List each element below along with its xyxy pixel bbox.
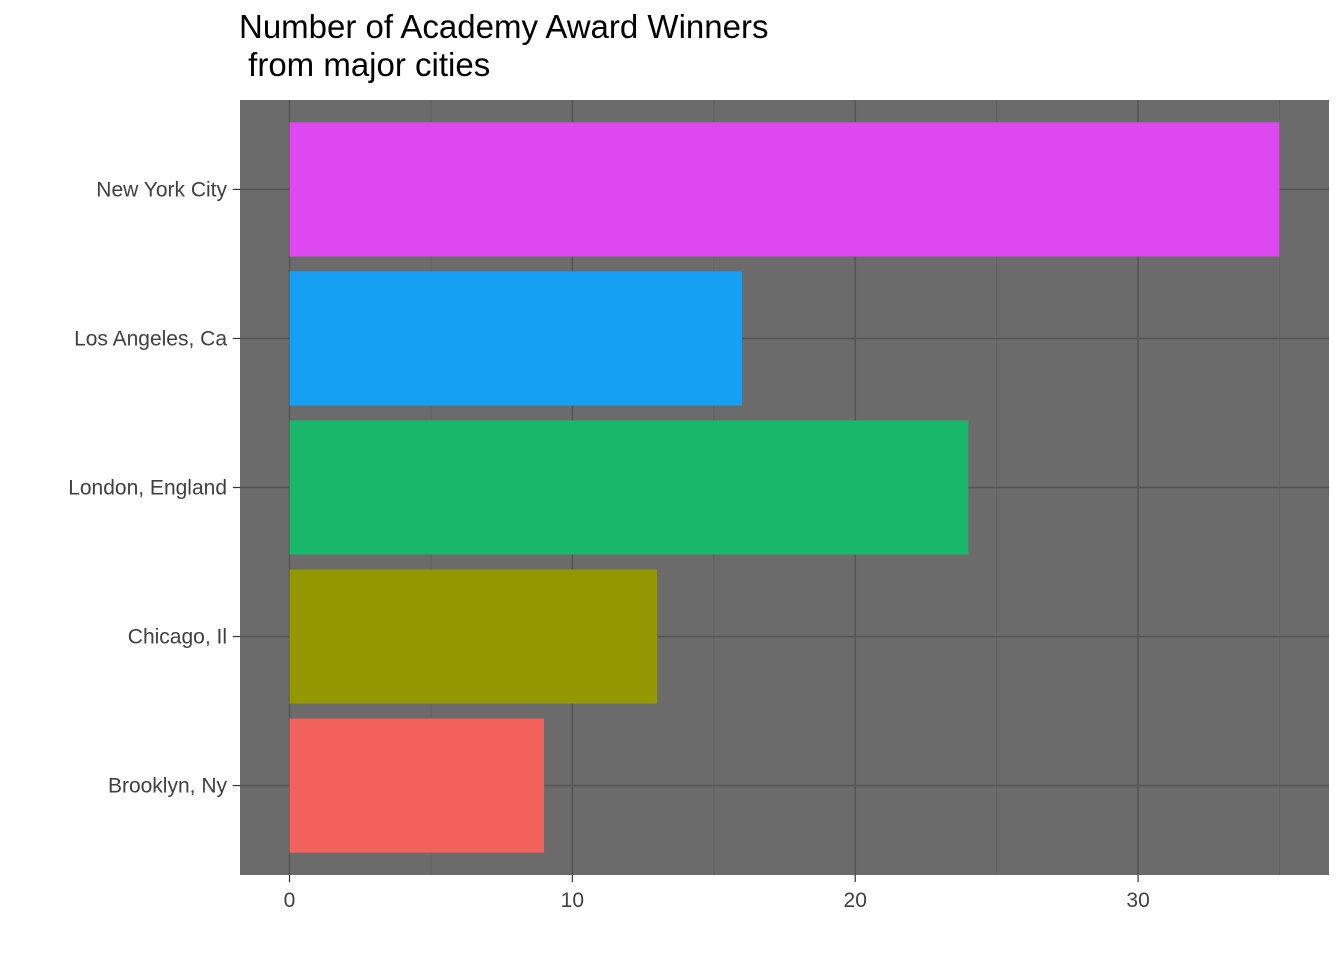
y-tick-label: New York City bbox=[96, 178, 227, 201]
bar bbox=[289, 569, 658, 704]
x-tick-label: 10 bbox=[561, 889, 584, 912]
chart-title: Number of Academy Award Winners from maj… bbox=[239, 8, 768, 84]
y-axis: Brooklyn, Ny Chicago, Il London, England Lo… bbox=[68, 178, 240, 798]
y-tick-label: Brooklyn, Ny bbox=[108, 775, 228, 798]
x-tick-label: 20 bbox=[844, 889, 867, 912]
chart-title-line-2: from major cities bbox=[239, 46, 491, 83]
y-tick-label: London, England bbox=[68, 477, 227, 500]
bar bbox=[289, 122, 1280, 257]
x-tick-label: 0 bbox=[284, 889, 296, 912]
bar bbox=[289, 420, 969, 555]
chart-title-line-1: Number of Academy Award Winners bbox=[239, 8, 769, 45]
y-tick-label: Chicago, Il bbox=[128, 626, 227, 649]
bars bbox=[289, 122, 1280, 853]
bar bbox=[289, 718, 545, 853]
bar bbox=[289, 271, 743, 406]
y-tick-label: Los Angeles, Ca bbox=[74, 327, 227, 350]
x-tick-label: 30 bbox=[1126, 889, 1149, 912]
x-axis: 0 10 20 30 bbox=[284, 875, 1150, 912]
